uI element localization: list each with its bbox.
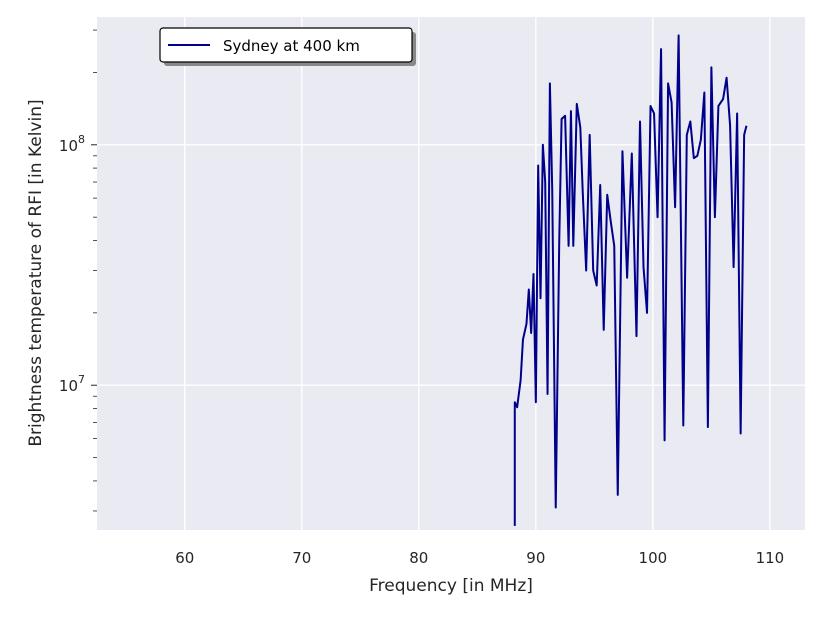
x-tick-label: 110 [756, 549, 785, 567]
x-tick-label: 60 [175, 549, 194, 567]
y-tick-label: 108 [59, 133, 85, 155]
x-tick-label: 80 [409, 549, 428, 567]
tick-labels: 60 70 80 90 100 110 107 108 [59, 133, 784, 567]
y-axis-label: Brightness temperature of RFI [in Kelvin… [26, 99, 46, 446]
x-tick-label: 100 [639, 549, 668, 567]
y-minor-ticks [91, 29, 97, 512]
legend-box [159, 27, 413, 63]
x-tick-label: 90 [526, 549, 545, 567]
x-tick-label: 70 [292, 549, 311, 567]
grid [97, 17, 805, 530]
series-line [513, 34, 748, 526]
legend-label: Sydney at 400 km [223, 37, 360, 55]
x-axis-label: Frequency [in MHz] [369, 576, 533, 596]
series [513, 34, 748, 526]
y-tick-label: 107 [59, 373, 85, 395]
legend: Sydney at 400 km [159, 27, 416, 66]
plot-area [97, 17, 805, 530]
